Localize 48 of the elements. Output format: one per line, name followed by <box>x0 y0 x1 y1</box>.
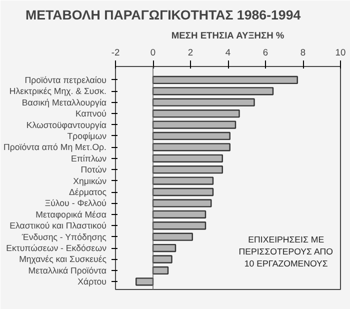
x-axis-title: ΜΕΣΗ ΕΤΗΣΙΑ ΑΥΞΗΣΗ % <box>171 30 285 40</box>
annotation: ΕΠΙΧΕΙΡΗΣΕΙΣ ΜΕ ΠΕΡΙΣΣΟΤΕΡΟΥΣ ΑΠΟ 10 ΕΡΓΑΖΟΜΕΝΟΥΣ <box>238 234 334 268</box>
bar <box>152 266 169 275</box>
x-tick-label: 2 <box>188 48 194 58</box>
bar <box>152 132 230 140</box>
x-tick-label: -2 <box>111 48 120 58</box>
bar <box>152 87 274 96</box>
bar <box>152 255 172 264</box>
y-tick-label: Επίπλων <box>71 153 108 164</box>
bar <box>152 98 255 106</box>
y-tick-label: Χημικών <box>73 176 108 186</box>
bar <box>152 188 214 196</box>
y-tick-label: Μεταλλικά Προϊόντα <box>28 265 107 276</box>
bar <box>152 244 176 252</box>
y-tick-label: Μεταφορικά Μέσα <box>36 209 106 220</box>
y-tick-label: Ποτών <box>80 164 108 175</box>
bar <box>152 176 214 185</box>
y-tick-label: Βασική Μεταλλουργία <box>22 97 107 108</box>
y-tick-label: Κλωστοϋφαντουργία <box>26 120 107 130</box>
y-tick-label: Ένδυσης - Υπόδησης <box>20 232 106 242</box>
x-tick-label: 6 <box>262 48 268 58</box>
bar <box>152 232 193 241</box>
y-tick-label: Ξύλου - Φελλού <box>44 198 107 208</box>
y-tick-label: Δέρματος <box>69 187 107 198</box>
bar <box>152 199 212 208</box>
x-tick-label: 10 <box>335 48 346 58</box>
bar <box>152 210 206 218</box>
y-tick-label: Εκτυπώσεων - Εκδόσεων <box>6 243 108 254</box>
y-tick-label: Τροφίμων <box>67 130 108 141</box>
y-tick-label: Μηχανές και Συσκευές <box>19 254 106 264</box>
y-tick-label: Χάρτου <box>78 276 107 287</box>
x-tick-label: 8 <box>300 48 306 58</box>
y-tick-label: Προϊόντα από Μη Μετ.Ορ. <box>4 142 107 152</box>
y-tick-label: Ηλεκτρικές Μηχ. & Συσκ. <box>9 86 107 96</box>
x-tick-label: 4 <box>225 48 231 58</box>
bar <box>152 143 230 152</box>
y-tick-label: Ελαστικού και Πλαστικού <box>10 220 107 231</box>
bar <box>152 109 240 118</box>
y-tick-label: Καπνού <box>75 108 107 119</box>
bar <box>152 222 206 230</box>
bar <box>152 154 223 162</box>
bar <box>136 278 154 286</box>
y-tick-label: Προϊόντα πετρελαίου <box>24 74 107 85</box>
bar <box>152 120 236 129</box>
bar <box>152 166 223 174</box>
chart-title: ΜΕΤΑΒΟΛΗ ΠΑΡΑΓΩΓΙΚΟΤΗΤΑΣ 1986-1994 <box>26 8 302 22</box>
x-tick-label: 0 <box>150 48 156 58</box>
bar <box>152 76 298 84</box>
